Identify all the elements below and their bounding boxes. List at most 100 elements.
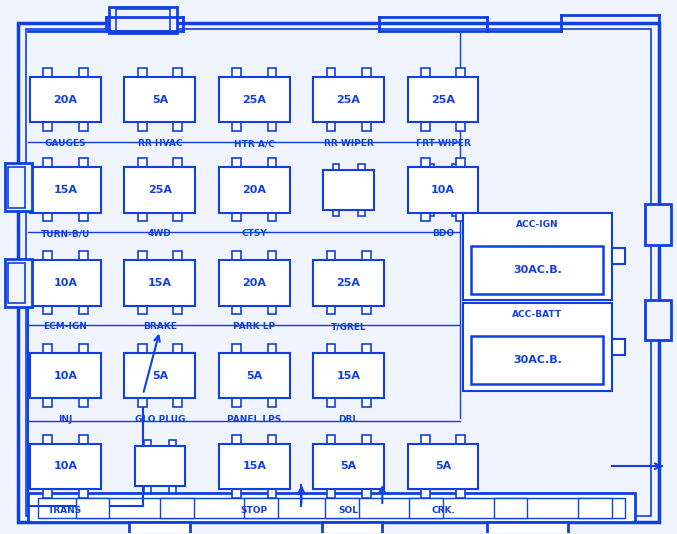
Bar <box>421 68 430 77</box>
Bar <box>408 167 479 213</box>
Bar <box>144 486 150 492</box>
Bar <box>232 68 241 77</box>
Text: 25A: 25A <box>242 95 266 105</box>
Text: PARK LP: PARK LP <box>233 323 276 332</box>
Text: TURN-B/U: TURN-B/U <box>41 230 90 239</box>
Bar <box>313 354 384 398</box>
Text: 5A: 5A <box>246 371 263 381</box>
Bar <box>332 210 339 216</box>
Text: 15A: 15A <box>53 185 77 195</box>
Bar <box>43 305 52 315</box>
Bar <box>79 435 87 444</box>
Bar <box>232 213 241 222</box>
Bar <box>5 259 32 307</box>
Bar <box>232 398 241 407</box>
Text: BRAKE: BRAKE <box>143 323 177 332</box>
Text: CTSY: CTSY <box>241 230 267 239</box>
Bar <box>173 344 182 354</box>
Bar <box>79 122 87 131</box>
Bar <box>43 122 52 131</box>
Bar <box>418 170 468 210</box>
Text: 5A: 5A <box>435 461 451 471</box>
Bar <box>173 122 182 131</box>
Bar <box>173 252 182 261</box>
Text: 10A: 10A <box>53 461 77 471</box>
Bar <box>421 213 430 222</box>
Bar <box>137 252 146 261</box>
Bar <box>494 498 527 518</box>
Text: 10A: 10A <box>53 278 77 288</box>
Bar <box>79 305 87 315</box>
Text: STOP: STOP <box>240 506 268 515</box>
Bar <box>137 344 146 354</box>
Bar <box>232 489 241 498</box>
Bar <box>362 122 371 131</box>
Bar <box>267 489 276 498</box>
Text: 30AC.B.: 30AC.B. <box>513 355 562 365</box>
Bar <box>326 435 335 444</box>
Text: 10A: 10A <box>431 185 455 195</box>
Bar <box>79 159 87 167</box>
Bar <box>137 68 146 77</box>
Bar <box>362 305 371 315</box>
Bar <box>173 68 182 77</box>
Bar <box>332 163 339 170</box>
Bar <box>125 354 195 398</box>
Bar <box>578 498 611 518</box>
Bar <box>169 486 176 492</box>
Bar <box>232 122 241 131</box>
Bar <box>267 305 276 315</box>
Bar <box>362 68 371 77</box>
Bar <box>487 522 568 534</box>
Bar <box>456 122 465 131</box>
Bar <box>76 498 109 518</box>
Text: 25A: 25A <box>431 95 455 105</box>
Bar <box>116 10 170 30</box>
Bar <box>408 77 479 122</box>
Bar <box>137 213 146 222</box>
Text: BDO: BDO <box>432 230 454 239</box>
Bar <box>267 68 276 77</box>
Bar <box>362 252 371 261</box>
Bar <box>109 7 177 33</box>
Text: CRK.: CRK. <box>431 506 455 515</box>
Text: 30AC.B.: 30AC.B. <box>513 265 562 274</box>
Text: TRANS: TRANS <box>48 506 83 515</box>
Bar <box>79 68 87 77</box>
Bar <box>30 444 101 489</box>
Text: 5A: 5A <box>341 461 357 471</box>
Bar <box>456 159 465 167</box>
Bar <box>79 344 87 354</box>
Bar <box>219 167 290 213</box>
Bar <box>325 498 359 518</box>
Text: GAUGES: GAUGES <box>45 139 86 148</box>
Bar <box>421 435 430 444</box>
Bar <box>79 398 87 407</box>
Bar <box>463 213 611 300</box>
Bar <box>39 498 625 518</box>
Bar <box>267 252 276 261</box>
Bar <box>30 261 101 305</box>
Bar <box>326 305 335 315</box>
Text: HTR A/C: HTR A/C <box>234 139 275 148</box>
Bar <box>421 159 430 167</box>
Bar <box>408 444 479 489</box>
Bar <box>313 444 384 489</box>
Bar <box>456 213 465 222</box>
Text: PANEL LPS: PANEL LPS <box>227 415 282 425</box>
Bar <box>326 68 335 77</box>
Text: 20A: 20A <box>242 278 266 288</box>
Text: RR WIPER: RR WIPER <box>324 139 374 148</box>
Bar <box>326 398 335 407</box>
Text: 20A: 20A <box>242 185 266 195</box>
Bar <box>219 354 290 398</box>
Bar <box>173 213 182 222</box>
Bar <box>43 159 52 167</box>
Text: 25A: 25A <box>336 278 361 288</box>
Bar <box>232 252 241 261</box>
Bar <box>30 354 101 398</box>
Bar <box>456 435 465 444</box>
Text: 20A: 20A <box>53 95 77 105</box>
Bar <box>43 68 52 77</box>
Text: 15A: 15A <box>242 461 266 471</box>
